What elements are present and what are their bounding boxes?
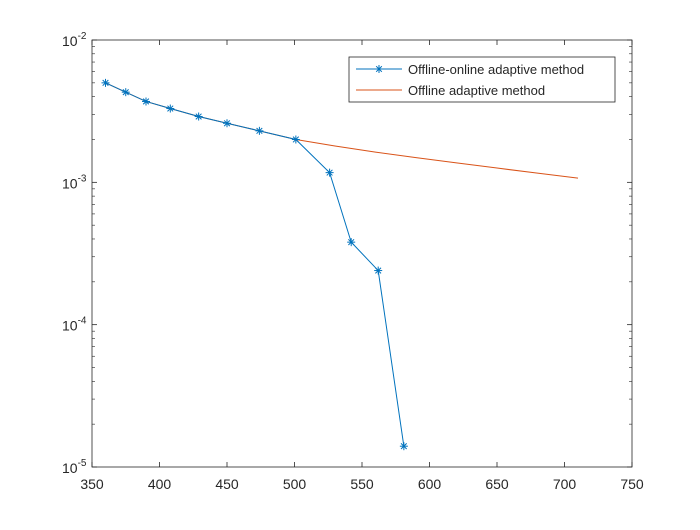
data-point [194, 112, 203, 121]
x-tick-label: 400 [148, 476, 172, 492]
marker-stroke [102, 79, 109, 87]
marker-stroke [256, 127, 263, 135]
data-point [347, 238, 356, 247]
legend-label-offline-online-adaptive-method: Offline-online adaptive method [408, 62, 584, 77]
data-point [325, 168, 334, 177]
marker-stroke [195, 113, 202, 120]
data-point [166, 104, 175, 113]
x-tick-label: 550 [350, 476, 374, 492]
series-line-offline-online-adaptive-method [105, 82, 405, 447]
legend-label-offline-adaptive-method: Offline adaptive method [408, 83, 545, 98]
marker-stroke [292, 136, 300, 143]
x-tick-label: 350 [80, 476, 104, 492]
y-tick-label: 10-3 [62, 173, 87, 191]
y-tick-exponent: -5 [78, 458, 87, 469]
legend-box [348, 56, 616, 103]
data-point [142, 97, 150, 106]
x-tick-label: 700 [553, 476, 577, 492]
data-point [374, 266, 383, 275]
series-layer [101, 78, 579, 451]
y-tick-exponent: -4 [78, 316, 87, 327]
marker-stroke [167, 105, 174, 112]
y-tick-label: 10-2 [62, 31, 87, 49]
axes-layer: 350 400 450 500 550 600 650 700 75010-510-410-31… [62, 31, 644, 492]
marker-stroke [223, 120, 231, 127]
marker-stroke [348, 238, 355, 246]
marker-stroke [122, 88, 129, 96]
data-point [399, 442, 408, 451]
y-tick-base: 10 [62, 318, 78, 334]
y-tick-label: 10-4 [62, 316, 87, 334]
marker-stroke [375, 65, 383, 73]
legend: Offline-online adaptive method Offline ad… [348, 56, 616, 103]
data-point [291, 135, 300, 144]
y-tick-exponent: -2 [78, 31, 87, 42]
x-tick-label: 600 [418, 476, 442, 492]
y-tick-base: 10 [62, 33, 78, 49]
data-point [255, 126, 264, 135]
y-tick-exponent: -3 [78, 173, 87, 184]
marker-stroke [326, 169, 333, 176]
data-point [223, 119, 231, 128]
x-tick-label: 650 [485, 476, 509, 492]
legend-marker [375, 65, 383, 73]
x-tick-label: 500 [283, 476, 307, 492]
x-tick-label: 450 [215, 476, 239, 492]
y-tick-label: 10-5 [62, 458, 87, 476]
data-point [101, 78, 110, 87]
y-tick-base: 10 [62, 460, 78, 476]
marker-stroke [142, 98, 150, 105]
marker-stroke [375, 267, 382, 274]
x-tick-label: 750 [620, 476, 644, 492]
marker-stroke [400, 443, 408, 450]
data-point [121, 88, 130, 97]
y-tick-base: 10 [62, 175, 78, 191]
